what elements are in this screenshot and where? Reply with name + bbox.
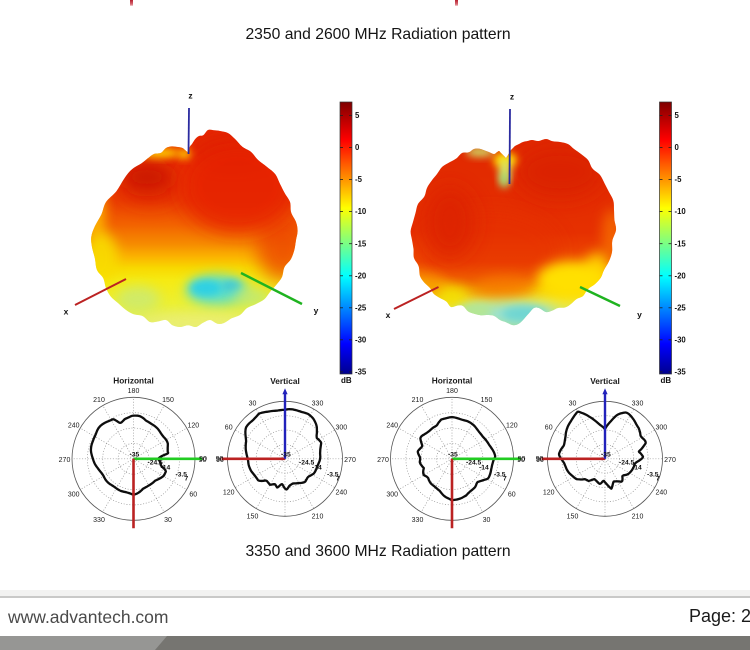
svg-text:y: y <box>637 310 642 320</box>
svg-text:150: 150 <box>567 513 579 520</box>
svg-text:z: z <box>510 92 514 102</box>
svg-text:210: 210 <box>412 397 424 404</box>
svg-text:90: 90 <box>216 457 224 464</box>
svg-text:300: 300 <box>68 492 80 499</box>
svg-text:90: 90 <box>518 456 526 463</box>
svg-text:90: 90 <box>536 456 544 463</box>
svg-text:240: 240 <box>335 490 347 497</box>
svg-text:240: 240 <box>655 490 667 497</box>
svg-text:5: 5 <box>675 111 680 120</box>
svg-text:60: 60 <box>225 425 233 432</box>
svg-text:-24.5: -24.5 <box>148 459 164 466</box>
svg-text:-35: -35 <box>355 368 367 377</box>
svg-text:120: 120 <box>223 490 235 497</box>
svg-text:330: 330 <box>312 401 324 408</box>
svg-text:60: 60 <box>545 425 553 432</box>
svg-text:-10: -10 <box>355 207 367 216</box>
svg-text:-35: -35 <box>448 451 458 458</box>
svg-text:-35: -35 <box>130 451 140 458</box>
svg-text:300: 300 <box>386 492 398 499</box>
svg-text:330: 330 <box>632 401 644 408</box>
svg-text:90: 90 <box>199 457 207 464</box>
svg-text:30: 30 <box>569 401 577 408</box>
svg-text:-5: -5 <box>355 175 363 184</box>
svg-text:-24.5: -24.5 <box>619 459 635 466</box>
svg-text:270: 270 <box>344 457 356 464</box>
svg-text:120: 120 <box>543 490 555 497</box>
svg-text:210: 210 <box>312 513 324 520</box>
svg-text:-30: -30 <box>675 335 687 344</box>
svg-text:330: 330 <box>412 517 424 524</box>
svg-text:90: 90 <box>517 457 525 464</box>
svg-text:-5: -5 <box>675 175 683 184</box>
svg-text:-3.5: -3.5 <box>647 471 659 478</box>
svg-text:150: 150 <box>247 513 259 520</box>
svg-text:150: 150 <box>481 397 493 404</box>
svg-text:180: 180 <box>128 388 140 395</box>
svg-text:Vertical: Vertical <box>270 376 300 386</box>
svg-text:-3.5: -3.5 <box>176 471 188 478</box>
svg-text:150: 150 <box>162 397 174 404</box>
svg-text:7: 7 <box>503 475 507 482</box>
svg-text:z: z <box>188 91 192 101</box>
svg-text:180: 180 <box>446 388 458 395</box>
svg-text:90: 90 <box>199 456 207 463</box>
svg-text:90: 90 <box>216 456 224 463</box>
svg-text:-20: -20 <box>355 271 367 280</box>
svg-text:x: x <box>64 307 69 317</box>
svg-text:7: 7 <box>336 475 340 482</box>
svg-text:-15: -15 <box>355 239 367 248</box>
svg-text:-24.5: -24.5 <box>299 459 315 466</box>
svg-text:0: 0 <box>675 143 680 152</box>
svg-text:120: 120 <box>187 423 199 430</box>
svg-text:Horizontal: Horizontal <box>113 375 154 385</box>
svg-text:x: x <box>386 310 391 320</box>
svg-text:-3.5: -3.5 <box>327 471 339 478</box>
svg-text:0: 0 <box>355 143 360 152</box>
svg-text:-10: -10 <box>675 207 687 216</box>
svg-text:-20: -20 <box>675 271 687 280</box>
svg-text:240: 240 <box>68 423 80 430</box>
svg-text:300: 300 <box>655 425 667 432</box>
svg-text:-35: -35 <box>675 368 687 377</box>
svg-text:-14: -14 <box>479 464 489 471</box>
svg-text:270: 270 <box>59 457 71 464</box>
svg-text:210: 210 <box>93 397 105 404</box>
svg-text:5: 5 <box>355 111 360 120</box>
svg-text:-35: -35 <box>601 451 611 458</box>
svg-text:-14: -14 <box>161 464 171 471</box>
svg-text:60: 60 <box>508 492 516 499</box>
svg-text:-14: -14 <box>312 464 322 471</box>
svg-text:-15: -15 <box>675 239 687 248</box>
svg-text:dB: dB <box>661 376 672 385</box>
svg-text:dB: dB <box>341 376 352 385</box>
svg-text:30: 30 <box>483 517 491 524</box>
svg-text:7: 7 <box>185 475 189 482</box>
svg-text:-3.5: -3.5 <box>494 471 506 478</box>
svg-text:Vertical: Vertical <box>590 376 620 386</box>
svg-text:-24.5: -24.5 <box>466 459 482 466</box>
svg-text:60: 60 <box>189 492 197 499</box>
svg-text:7: 7 <box>656 475 660 482</box>
svg-text:-14: -14 <box>632 464 642 471</box>
svg-text:Horizontal: Horizontal <box>432 375 473 385</box>
svg-text:30: 30 <box>249 401 257 408</box>
svg-text:y: y <box>314 306 319 316</box>
svg-text:-25: -25 <box>355 303 367 312</box>
svg-text:90: 90 <box>536 457 544 464</box>
svg-text:30: 30 <box>164 517 172 524</box>
svg-text:120: 120 <box>506 423 518 430</box>
svg-text:-25: -25 <box>675 303 687 312</box>
svg-text:270: 270 <box>377 457 389 464</box>
svg-text:-30: -30 <box>355 335 367 344</box>
svg-text:240: 240 <box>386 423 398 430</box>
svg-text:-35: -35 <box>281 451 291 458</box>
svg-text:210: 210 <box>632 513 644 520</box>
svg-text:330: 330 <box>93 517 105 524</box>
svg-text:270: 270 <box>664 457 676 464</box>
svg-text:300: 300 <box>335 425 347 432</box>
